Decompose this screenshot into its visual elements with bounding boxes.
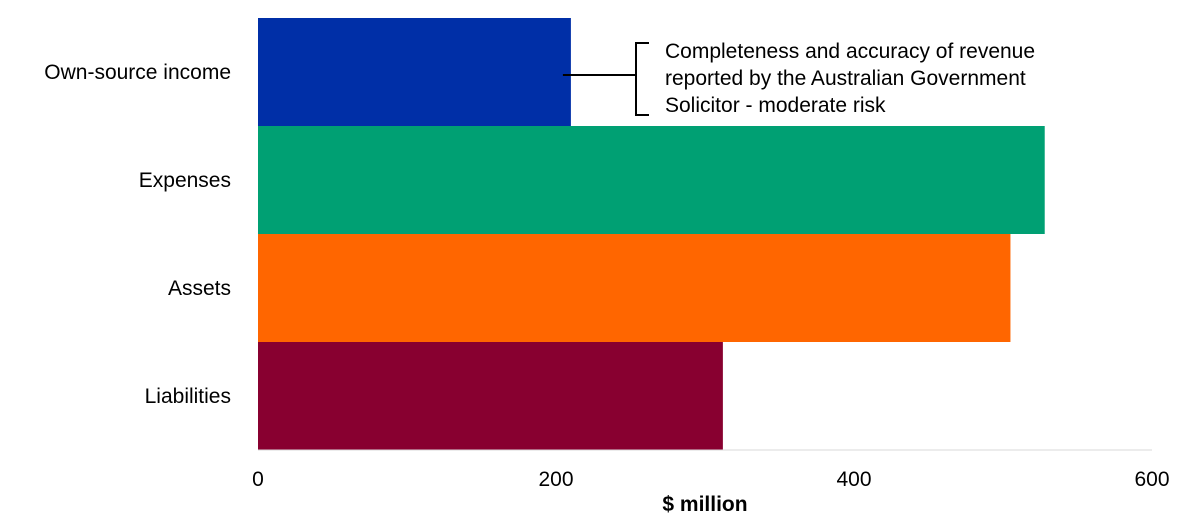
annotation-callout: Completeness and accuracy of revenue rep… xyxy=(562,40,1035,117)
bar-own-source-income xyxy=(258,18,571,126)
bars-group xyxy=(258,18,1045,450)
annotation-bracket xyxy=(562,42,649,116)
x-tick-labels: 0 200 400 600 xyxy=(252,468,1169,491)
category-label-liabilities: Liabilities xyxy=(145,385,231,408)
x-tick-label-200: 200 xyxy=(538,468,573,491)
annotation-line-1: Completeness and accuracy of revenue xyxy=(665,40,1035,63)
x-tick-label-0: 0 xyxy=(252,468,264,491)
bar-liabilities xyxy=(258,342,723,450)
bar-expenses xyxy=(258,126,1045,234)
category-label-expenses: Expenses xyxy=(139,169,231,192)
category-labels: Own-source income Expenses Assets Liabiliti… xyxy=(44,61,231,408)
annotation-line-3: Solicitor - moderate risk xyxy=(665,94,886,117)
x-tick-label-400: 400 xyxy=(836,468,871,491)
x-axis-title: $ million xyxy=(662,493,747,516)
category-label-own-source-income: Own-source income xyxy=(44,61,231,84)
x-tick-label-600: 600 xyxy=(1134,468,1169,491)
category-label-assets: Assets xyxy=(168,277,231,300)
bar-assets xyxy=(258,234,1011,342)
annotation-line-2: reported by the Australian Government xyxy=(665,67,1026,90)
